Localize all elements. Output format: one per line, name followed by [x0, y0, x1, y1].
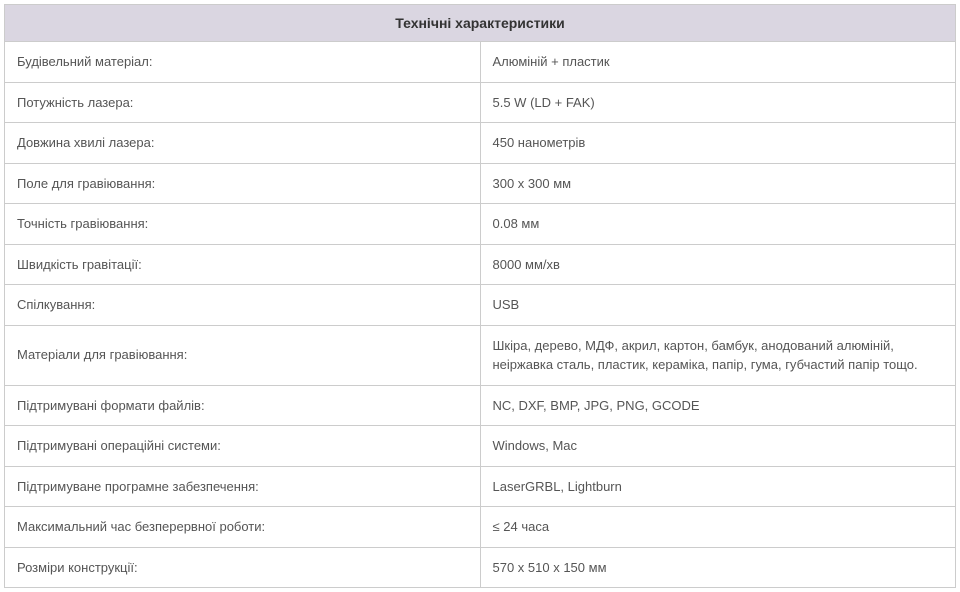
table-row: Довжина хвилі лазера: 450 нанометрів [5, 123, 956, 164]
spec-value: 570 x 510 x 150 мм [480, 547, 956, 588]
table-row: Матеріали для гравіювання: Шкіра, дерево… [5, 325, 956, 385]
table-row: Підтримувані операційні системи: Windows… [5, 426, 956, 467]
table-row: Точність гравіювання: 0.08 мм [5, 204, 956, 245]
table-row: Розміри конструкції: 570 x 510 x 150 мм [5, 547, 956, 588]
table-row: Швидкість гравітації: 8000 мм/хв [5, 244, 956, 285]
table-title: Технічні характеристики [5, 5, 956, 42]
spec-label: Матеріали для гравіювання: [5, 325, 481, 385]
spec-value: 5.5 W (LD + FAK) [480, 82, 956, 123]
spec-value: USB [480, 285, 956, 326]
spec-label: Точність гравіювання: [5, 204, 481, 245]
spec-value: 8000 мм/хв [480, 244, 956, 285]
spec-label: Довжина хвилі лазера: [5, 123, 481, 164]
spec-label: Підтримувані операційні системи: [5, 426, 481, 467]
table-row: Поле для гравіювання: 300 x 300 мм [5, 163, 956, 204]
spec-label: Спілкування: [5, 285, 481, 326]
table-row: Спілкування: USB [5, 285, 956, 326]
spec-value: Алюміній + пластик [480, 42, 956, 83]
table-row: Потужність лазера: 5.5 W (LD + FAK) [5, 82, 956, 123]
spec-label: Потужність лазера: [5, 82, 481, 123]
spec-value: Шкіра, дерево, МДФ, акрил, картон, бамбу… [480, 325, 956, 385]
spec-label: Розміри конструкції: [5, 547, 481, 588]
spec-label: Поле для гравіювання: [5, 163, 481, 204]
table-row: Будівельний матеріал: Алюміній + пластик [5, 42, 956, 83]
spec-label: Швидкість гравітації: [5, 244, 481, 285]
spec-value: LaserGRBL, Lightburn [480, 466, 956, 507]
spec-value: Windows, Mac [480, 426, 956, 467]
specifications-table: Технічні характеристики Будівельний мате… [4, 4, 956, 588]
spec-value: NC, DXF, BMP, JPG, PNG, GCODE [480, 385, 956, 426]
table-row: Підтримувані формати файлів: NC, DXF, BM… [5, 385, 956, 426]
spec-label: Підтримуване програмне забезпечення: [5, 466, 481, 507]
table-row: Підтримуване програмне забезпечення: Las… [5, 466, 956, 507]
spec-label: Підтримувані формати файлів: [5, 385, 481, 426]
table-body: Будівельний матеріал: Алюміній + пластик… [5, 42, 956, 588]
spec-label: Будівельний матеріал: [5, 42, 481, 83]
spec-value: 0.08 мм [480, 204, 956, 245]
spec-value: 450 нанометрів [480, 123, 956, 164]
spec-value: 300 x 300 мм [480, 163, 956, 204]
